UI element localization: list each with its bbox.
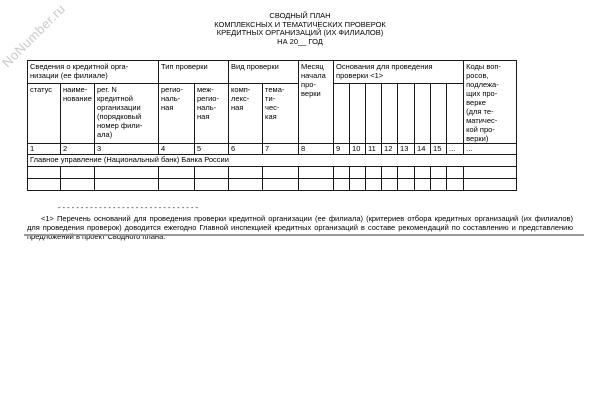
group-header-grounds: Основания для проведения проверки <1> — [333, 60, 465, 84]
group-header-check-type: Тип проверки — [158, 60, 230, 84]
page-bottom-rule — [24, 234, 584, 236]
header-start-month: Месяц начала про- верки — [298, 60, 335, 144]
column-number-cell: 15 — [430, 143, 448, 155]
header-interregional: меж- регио- наль- ная — [194, 82, 230, 145]
empty-cell — [349, 178, 367, 191]
empty-cell — [298, 166, 335, 179]
ground-subcolumn-cell — [381, 82, 399, 145]
column-number-cell: 4 — [158, 143, 196, 155]
column-number-cell: ... — [463, 143, 518, 155]
empty-cell — [365, 178, 383, 191]
empty-cell — [397, 166, 416, 179]
empty-cell — [463, 178, 518, 191]
empty-cell — [381, 178, 399, 191]
empty-cell — [381, 166, 399, 179]
empty-cell — [158, 166, 196, 179]
header-regional: регио- наль- ная — [158, 82, 196, 145]
column-number-cell: 14 — [414, 143, 432, 155]
table-empty-row — [27, 178, 518, 191]
table-sub-header-row: статус наиме- нование рег. N кредитной о… — [27, 82, 517, 145]
inspection-plan-table: Сведения о кредитной орга- низации (ее ф… — [26, 60, 518, 191]
empty-cell — [93, 178, 160, 191]
title-line-3: КРЕДИТНЫХ ОРГАНИЗАЦИЙ (ИХ ФИЛИАЛОВ) — [216, 28, 384, 37]
column-number-cell: 7 — [262, 143, 300, 155]
document-title: СВОДНЫЙ ПЛАН КОМПЛЕКСНЫХ И ТЕМАТИЧЕСКИХ … — [0, 0, 600, 46]
column-number-cell: 3 — [93, 143, 160, 155]
empty-cell — [298, 178, 335, 191]
header-reg-number: рег. N кредитной организации (порядковый… — [93, 82, 160, 145]
table-group-header-row: Сведения о кредитной орга- низации (ее ф… — [26, 60, 518, 144]
empty-cell — [446, 166, 465, 179]
footnote-separator: - - - - - - - - - - - - - - - - - - - - … — [58, 204, 198, 212]
empty-cell — [60, 166, 95, 179]
empty-cell — [60, 178, 95, 191]
header-status: статус — [27, 82, 61, 145]
empty-cell — [27, 166, 61, 179]
empty-cell — [446, 178, 465, 191]
empty-cell — [333, 166, 351, 179]
header-name: наиме- нование — [60, 82, 95, 145]
empty-cell — [194, 178, 230, 191]
column-number-cell: 10 — [349, 143, 367, 155]
ground-subcolumn-cell — [365, 82, 383, 145]
empty-cell — [430, 178, 448, 191]
section-row: Главное управление (Национальный банк) Б… — [26, 154, 518, 167]
column-number-cell: 13 — [397, 143, 416, 155]
empty-cell — [27, 178, 61, 191]
empty-cell — [463, 166, 518, 179]
empty-cell — [262, 166, 300, 179]
empty-cell — [194, 166, 230, 179]
table-empty-row — [27, 166, 518, 179]
column-number-cell: 12 — [381, 143, 399, 155]
header-complex: комп- лекс- ная — [228, 82, 264, 145]
empty-cell — [93, 166, 160, 179]
column-number-row: 1 2 3 4 5 6 7 8 9 10 11 12 13 14 15 ... … — [27, 143, 518, 155]
empty-cell — [262, 178, 300, 191]
ground-subcolumn-cell — [430, 82, 448, 145]
column-number-cell: 6 — [228, 143, 264, 155]
column-number-cell: ... — [446, 143, 465, 155]
ground-subcolumn-cell — [397, 82, 416, 145]
ground-subcolumn-cell — [446, 82, 465, 145]
column-number-cell: 9 — [333, 143, 351, 155]
empty-cell — [397, 178, 416, 191]
empty-cell — [414, 166, 432, 179]
empty-cell — [365, 166, 383, 179]
group-header-org-info: Сведения о кредитной орга- низации (ее ф… — [26, 60, 160, 84]
empty-cell — [158, 178, 196, 191]
ground-subcolumn-cell — [333, 82, 351, 145]
empty-cell — [349, 166, 367, 179]
title-line-4: НА 20__ ГОД — [277, 36, 323, 46]
column-number-cell: 1 — [27, 143, 61, 155]
header-question-codes: Коды воп- росов, подлежа- щих про- верке… — [463, 60, 518, 144]
title-line-1: СВОДНЫЙ ПЛАН — [269, 11, 331, 20]
column-number-cell: 11 — [365, 143, 383, 155]
ground-subcolumn-cell — [414, 82, 432, 145]
column-number-cell: 5 — [194, 143, 230, 155]
ground-subcolumn-cell — [349, 82, 367, 145]
empty-cell — [414, 178, 432, 191]
empty-cell — [430, 166, 448, 179]
empty-cell — [228, 178, 264, 191]
empty-cell — [228, 166, 264, 179]
empty-cell — [333, 178, 351, 191]
footnote: - - - - - - - - - - - - - - - - - - - - … — [27, 204, 573, 241]
group-header-check-kind: Вид проверки — [228, 60, 300, 84]
column-number-cell: 2 — [60, 143, 95, 155]
column-number-cell: 8 — [298, 143, 335, 155]
section-row-label: Главное управление (Национальный банк) Б… — [26, 154, 518, 167]
footnote-text: <1> Перечень оснований для проведения пр… — [27, 214, 573, 241]
header-thematic: тема- ти- чес- кая — [262, 82, 300, 145]
title-line-2: КОМПЛЕКСНЫХ И ТЕМАТИЧЕСКИХ ПРОВЕРОК — [214, 19, 386, 29]
